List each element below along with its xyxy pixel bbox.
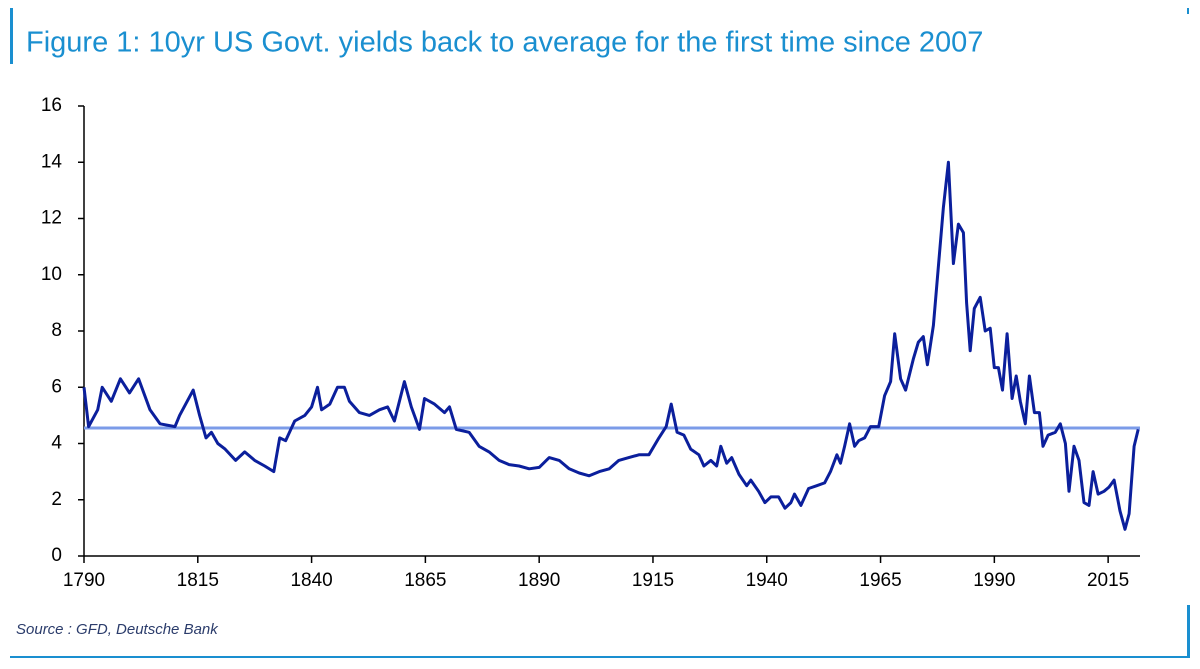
x-tick-label: 1890: [518, 570, 560, 591]
x-tick-label: 1940: [746, 570, 788, 591]
frame-bar: [1187, 605, 1190, 657]
x-tick-label: 1965: [859, 570, 901, 591]
chart-title: Figure 1: 10yr US Govt. yields back to a…: [26, 27, 983, 59]
data-line: [82, 160, 1140, 531]
y-tick-label: 14: [41, 151, 63, 172]
x-tick-label: 2015: [1087, 570, 1129, 591]
x-tick-label: 1840: [290, 570, 332, 591]
x-tick-label: 1815: [177, 570, 219, 591]
frame-bar: [10, 8, 13, 64]
y-tick-label: 6: [51, 376, 62, 397]
y-tick-label: 8: [51, 320, 62, 341]
x-tick-label: 1790: [63, 570, 105, 591]
y-tick-label: 0: [51, 545, 62, 566]
y-tick-label: 10: [41, 264, 62, 285]
y-tick-label: 4: [51, 433, 62, 454]
x-tick-label: 1915: [632, 570, 674, 591]
x-tick-label: 1865: [404, 570, 446, 591]
y-tick-label: 2: [51, 489, 62, 510]
y-tick-label: 16: [41, 95, 62, 116]
y-tick-label: 12: [41, 208, 62, 229]
source: Source : GFD, Deutsche Bank: [16, 621, 219, 638]
x-tick-label: 1990: [973, 570, 1015, 591]
